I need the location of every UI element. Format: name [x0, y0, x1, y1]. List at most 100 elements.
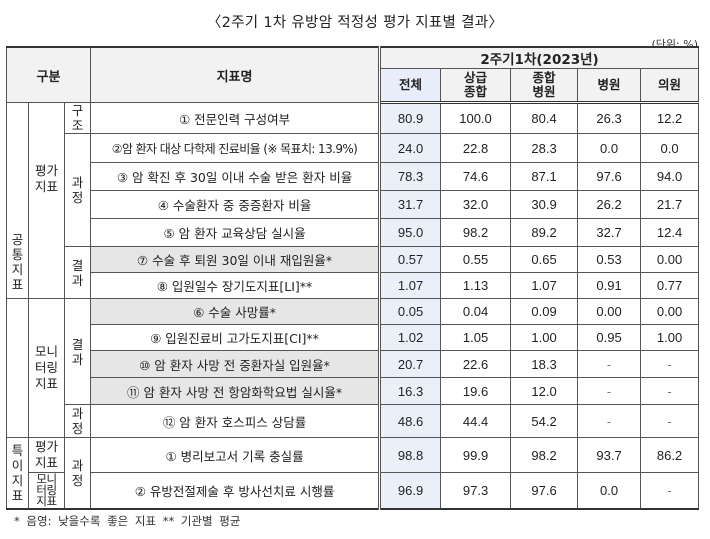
value-total: 24.0	[379, 133, 442, 163]
value-clinic: 0.0	[640, 133, 700, 163]
value-general: 12.0	[510, 377, 579, 405]
value-total: 20.7	[379, 350, 442, 378]
value-general: 28.3	[510, 133, 579, 163]
value-hospital: 0.95	[577, 324, 642, 351]
value-hospital: -	[577, 377, 642, 405]
value-general: 87.1	[510, 162, 579, 191]
col-header-clinic: 의원	[640, 68, 700, 104]
value-hospital: 0.91	[577, 272, 642, 299]
group-special-monitor-label: 모니 터링 지표	[28, 472, 65, 509]
indicator-name: ③ 암 확진 후 30일 이내 수술 받은 환자 비율	[90, 162, 382, 191]
col-header-total: 전체	[379, 68, 442, 104]
value-hospital: 0.53	[577, 246, 642, 273]
table-row: ⑤ 암 환자 교육상담 실시율 95.0 98.2 89.2 32.7 12.4	[7, 218, 700, 247]
indicator-name: ④ 수술환자 중 중증환자 비율	[90, 190, 382, 219]
value-clinic: 1.00	[640, 324, 700, 351]
indicator-name: ② 유방전절제술 후 방사선치료 시행률	[90, 472, 382, 509]
group-monitor-label: 모니 터링 지표	[28, 298, 65, 438]
value-tertiary: 0.04	[440, 298, 512, 325]
indicator-name: ⑨ 입원진료비 고가도지표[CI]**	[90, 324, 382, 351]
value-tertiary: 1.05	[440, 324, 512, 351]
footnote: * 음영: 낮을수록 좋은 지표 ** 기관별 평균	[14, 514, 241, 528]
value-hospital: 26.3	[577, 102, 642, 134]
group-common-continuation	[6, 298, 29, 438]
period-header: 2주기1차(2023년)	[379, 46, 700, 69]
value-clinic: -	[640, 350, 700, 378]
value-total: 48.6	[379, 404, 442, 438]
value-clinic: -	[640, 377, 700, 405]
value-total: 16.3	[379, 377, 442, 405]
col-header-hospital: 병원	[577, 68, 642, 104]
value-hospital: -	[577, 404, 642, 438]
value-total: 1.02	[379, 324, 442, 351]
value-total: 80.9	[379, 102, 442, 134]
table-row: ⑪ 암 환자 사망 전 항암화학요법 실시율* 16.3 19.6 12.0 -…	[7, 377, 700, 405]
table-row: ⑩ 암 환자 사망 전 중환자실 입원율* 20.7 22.6 18.3 - -	[7, 350, 700, 378]
col-header-general-hospital: 종합 병원	[510, 68, 579, 104]
value-total: 0.57	[379, 246, 442, 273]
value-general: 18.3	[510, 350, 579, 378]
group-eval-label: 평가 지표	[28, 102, 65, 299]
value-total: 95.0	[379, 218, 442, 247]
table-row: 모니 터링 지표 ② 유방전절제술 후 방사선치료 시행률 96.9 97.3 97…	[7, 472, 700, 509]
value-hospital: 0.0	[577, 472, 642, 509]
value-general: 0.65	[510, 246, 579, 273]
value-hospital: 93.7	[577, 437, 642, 473]
value-tertiary: 32.0	[440, 190, 512, 219]
col-header-tertiary: 상급 종합	[440, 68, 512, 104]
value-clinic: 12.2	[640, 102, 700, 134]
table-row: ④ 수술환자 중 중증환자 비율 31.7 32.0 30.9 26.2 21.…	[7, 190, 700, 219]
indicator-name: ⑥ 수술 사망률*	[90, 298, 382, 325]
value-tertiary: 22.6	[440, 350, 512, 378]
value-total: 1.07	[379, 272, 442, 299]
value-tertiary: 44.4	[440, 404, 512, 438]
value-general: 1.00	[510, 324, 579, 351]
results-table: 구분 지표명 2주기1차(2023년) 전체 상급 종합 종합 병원 병원 의원 공…	[5, 46, 700, 510]
value-tertiary: 97.3	[440, 472, 512, 509]
value-tertiary: 74.6	[440, 162, 512, 191]
value-general: 89.2	[510, 218, 579, 247]
value-clinic: 12.4	[640, 218, 700, 247]
value-total: 78.3	[379, 162, 442, 191]
indicator-name: ⑧ 입원일수 장기도지표[LI]**	[90, 272, 382, 299]
indicator-name: ① 전문인력 구성여부	[90, 102, 382, 134]
value-tertiary: 99.9	[440, 437, 512, 473]
value-general: 1.07	[510, 272, 579, 299]
value-general: 54.2	[510, 404, 579, 438]
value-clinic: 0.77	[640, 272, 700, 299]
value-clinic: 86.2	[640, 437, 700, 473]
indicator-name: ⑫ 암 환자 호스피스 상담률	[90, 404, 382, 438]
value-clinic: -	[640, 472, 700, 509]
value-general: 97.6	[510, 472, 579, 509]
value-clinic: -	[640, 404, 700, 438]
value-general: 98.2	[510, 437, 579, 473]
table-row: ⑨ 입원진료비 고가도지표[CI]** 1.02 1.05 1.00 0.95 …	[7, 324, 700, 351]
value-tertiary: 98.2	[440, 218, 512, 247]
value-tertiary: 0.55	[440, 246, 512, 273]
value-clinic: 21.7	[640, 190, 700, 219]
table-row: ⑧ 입원일수 장기도지표[LI]** 1.07 1.13 1.07 0.91 0…	[7, 272, 700, 299]
indicator-name: ⑩ 암 환자 사망 전 중환자실 입원율*	[90, 350, 382, 378]
value-hospital: -	[577, 350, 642, 378]
value-tertiary: 1.13	[440, 272, 512, 299]
indicator-name: ⑦ 수술 후 퇴원 30일 이내 재입원율*	[90, 246, 382, 273]
group-special-eval-label: 평가 지표	[28, 437, 65, 473]
value-total: 31.7	[379, 190, 442, 219]
value-tertiary: 19.6	[440, 377, 512, 405]
indicator-name: ⑪ 암 환자 사망 전 항암화학요법 실시율*	[90, 377, 382, 405]
value-clinic: 0.00	[640, 246, 700, 273]
value-general: 0.09	[510, 298, 579, 325]
value-clinic: 94.0	[640, 162, 700, 191]
value-hospital: 0.0	[577, 133, 642, 163]
